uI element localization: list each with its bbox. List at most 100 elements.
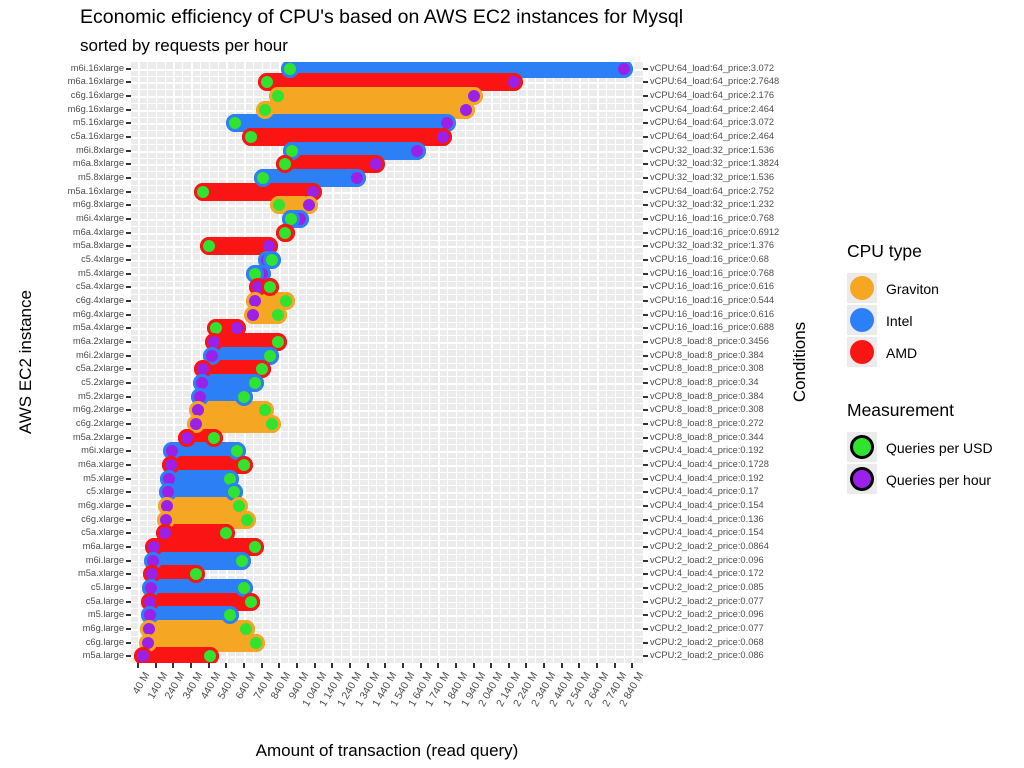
y-axis-tick	[126, 641, 131, 644]
condition-label: vCPU:64_load:64_price:3.072	[650, 117, 775, 128]
y-axis-tick-label: m6a.large	[82, 540, 124, 551]
x-axis-tick	[578, 663, 581, 668]
condition-label: vCPU:64_load:64_price:3.072	[650, 62, 775, 73]
gridline-horizontal	[131, 191, 643, 194]
y-axis-tick-label: m6i.large	[85, 554, 124, 565]
condition-label: vCPU:16_load:16_price:0.768	[650, 213, 775, 224]
gridline-horizontal	[131, 410, 643, 413]
point-queries-per-usd	[275, 223, 294, 242]
condition-label: vCPU:16_load:16_price:0.616	[650, 308, 775, 319]
gridline-horizontal	[131, 615, 643, 617]
y-axis-tick	[126, 600, 131, 603]
y-axis-tick	[126, 504, 131, 507]
x-axis-tick	[207, 663, 210, 668]
point-queries-per-usd	[242, 128, 261, 147]
dumbbell-segment	[256, 100, 476, 119]
dumbbell-segment	[162, 442, 246, 461]
gridline-horizontal-minor	[131, 335, 643, 337]
dumbbell-segment	[254, 169, 366, 188]
x-axis-tick	[278, 663, 281, 668]
y-axis-tick	[126, 286, 131, 289]
y-axis-tick	[126, 368, 131, 371]
gridline-horizontal	[131, 546, 643, 549]
dumbbell-segment	[156, 524, 236, 543]
y-axis-tick	[126, 395, 131, 398]
gridline-horizontal-minor	[131, 649, 643, 651]
gridline-horizontal-minor	[131, 526, 643, 528]
y-axis-right-tick	[643, 259, 648, 262]
dumbbell-segment	[268, 87, 483, 106]
condition-label: vCPU:16_load:16_price:0.6912	[650, 226, 780, 237]
y-axis-tick-label: m5a.2xlarge	[72, 431, 124, 442]
dumbbell-segment	[226, 114, 457, 133]
legend-key[interactable]	[847, 273, 877, 303]
x-axis-tick	[190, 663, 193, 668]
dumbbell-segment	[194, 360, 271, 379]
point-queries-per-usd	[263, 251, 282, 270]
y-axis-right-tick	[643, 450, 648, 453]
point-queries-per-usd	[236, 619, 255, 638]
point-queries-per-usd	[275, 155, 294, 174]
point-queries-per-hour	[614, 62, 633, 78]
y-axis-right-tick	[643, 122, 648, 125]
y-axis-tick	[126, 655, 131, 658]
y-axis-tick	[126, 259, 131, 262]
y-axis-tick-label: c5a.xlarge	[81, 527, 124, 538]
y-axis-tick-label: c6g.2xlarge	[75, 417, 124, 428]
legend-key[interactable]	[847, 432, 877, 462]
point-queries-per-usd	[194, 182, 213, 201]
y-axis-right-tick	[643, 532, 648, 535]
condition-label: vCPU:2_load:2_price:0.0864	[650, 540, 769, 551]
gridline-horizontal	[131, 369, 643, 372]
y-axis-right-tick	[643, 627, 648, 630]
point-queries-per-usd	[256, 100, 275, 119]
condition-label: vCPU:8_load:8_price:0.34	[650, 376, 759, 387]
y-axis-right-tick	[643, 354, 648, 357]
y-axis-right-tick	[643, 422, 648, 425]
gridline-horizontal-minor	[131, 225, 643, 227]
point-queries-per-usd	[187, 565, 206, 584]
legend-key[interactable]	[847, 337, 877, 367]
y-axis-tick-label: m6a.xlarge	[78, 458, 124, 469]
y-axis-right-tick	[643, 381, 648, 384]
x-axis-tick	[225, 663, 228, 668]
point-queries-per-usd	[247, 633, 266, 652]
legend-key[interactable]	[847, 464, 877, 494]
gridline-horizontal	[131, 560, 643, 563]
point-queries-per-hour	[347, 169, 366, 188]
y-axis-tick-label: m5.large	[87, 609, 124, 620]
x-axis-tick	[242, 663, 245, 668]
condition-label: vCPU:8_load:8_price:0.308	[650, 404, 764, 415]
condition-label: vCPU:64_load:64_price:2.752	[650, 185, 775, 196]
dumbbell-segment	[140, 606, 239, 625]
point-queries-per-hour	[434, 128, 453, 147]
y-axis-tick	[126, 313, 131, 316]
y-axis-right-tick	[643, 286, 648, 289]
y-axis-right-tick	[643, 436, 648, 439]
gridline-horizontal	[131, 533, 643, 536]
gridline-horizontal	[131, 656, 643, 658]
point-queries-per-usd	[268, 87, 287, 106]
legend-key[interactable]	[847, 305, 877, 335]
condition-label: vCPU:2_load:2_price:0.096	[650, 609, 764, 620]
y-axis-tick	[126, 341, 131, 343]
y-axis-tick-label: m6i.16xlarge	[70, 62, 124, 73]
condition-label: vCPU:32_load:32_price:1.232	[650, 199, 775, 210]
y-axis-tick-label: c5a.16xlarge	[70, 131, 124, 142]
dumbbell-segment	[139, 619, 255, 638]
y-axis-right-tick	[643, 300, 648, 303]
y-axis-tick	[126, 245, 131, 248]
legend-swatch-circle-icon	[850, 276, 874, 300]
condition-label: vCPU:4_load:4_price:0.136	[650, 513, 764, 524]
y-axis-tick-label: c5.large	[90, 581, 124, 592]
y-axis-tick	[126, 122, 131, 125]
y-axis-tick	[126, 614, 131, 617]
gridline-horizontal-minor	[131, 184, 643, 186]
chart-title: Economic efficiency of CPU's based on AW…	[80, 6, 684, 28]
point-queries-per-hour	[367, 155, 386, 174]
dumbbell-segment	[199, 237, 278, 256]
y-axis-tick	[126, 354, 131, 357]
gridline-horizontal	[131, 601, 643, 604]
y-axis-right-tick	[643, 545, 648, 548]
y-axis-right-tick	[643, 81, 648, 84]
